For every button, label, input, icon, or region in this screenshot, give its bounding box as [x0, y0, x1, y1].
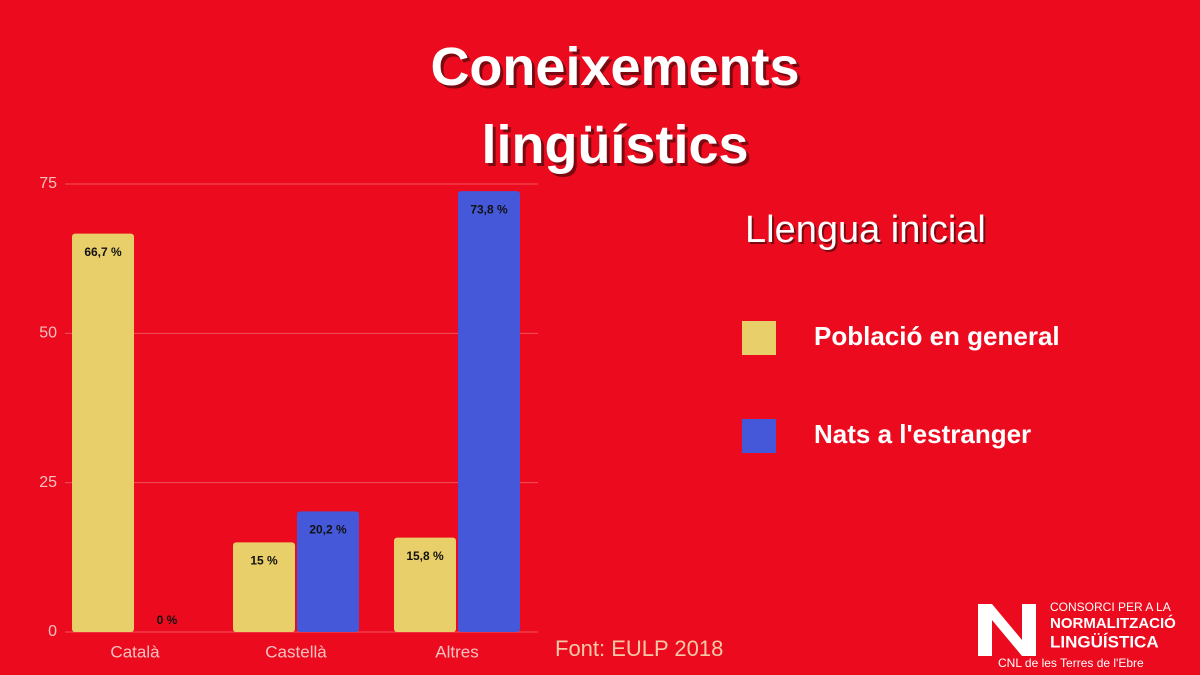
- source: Font: EULP 2018: [555, 636, 723, 661]
- bar: [458, 191, 520, 632]
- data-label: 0 %: [157, 613, 178, 627]
- bar: [297, 511, 359, 632]
- logo-text: CONSORCI PER A LA: [1050, 600, 1171, 614]
- data-label: 20,2 %: [309, 523, 347, 537]
- y-tick-label: 75: [39, 175, 57, 192]
- legend-title: Llengua inicial: [745, 209, 986, 251]
- logo-mark: [978, 604, 1036, 656]
- chart-title: Coneixements lingüístics: [430, 37, 800, 175]
- y-tick-label: 0: [48, 623, 57, 640]
- x-tick-label: Castellà: [265, 642, 327, 661]
- logo: CONSORCI PER A LA NORMALITZACIÓ LINGÜÍST…: [978, 600, 1176, 670]
- legend-label: Nats a l'estranger: [814, 419, 1031, 449]
- data-label: 15,8 %: [406, 549, 444, 563]
- data-label: 73,8 %: [470, 202, 508, 216]
- bar: [233, 542, 295, 632]
- bar: [394, 537, 456, 632]
- bar: [72, 233, 134, 632]
- data-label: 15 %: [250, 554, 278, 568]
- legend-label: Població en general: [814, 321, 1060, 351]
- x-tick-label: Català: [110, 642, 160, 661]
- legend-swatch: [742, 419, 776, 453]
- logo-text: CNL de les Terres de l'Ebre: [998, 656, 1144, 670]
- data-label: 66,7 %: [84, 245, 122, 259]
- x-tick-label: Altres: [435, 642, 478, 661]
- legend-swatch: [742, 321, 776, 355]
- logo-text: LINGÜÍSTICA: [1050, 632, 1159, 651]
- y-tick-label: 25: [39, 474, 57, 491]
- y-tick-label: 50: [39, 325, 57, 342]
- logo-text: NORMALITZACIÓ: [1050, 614, 1176, 632]
